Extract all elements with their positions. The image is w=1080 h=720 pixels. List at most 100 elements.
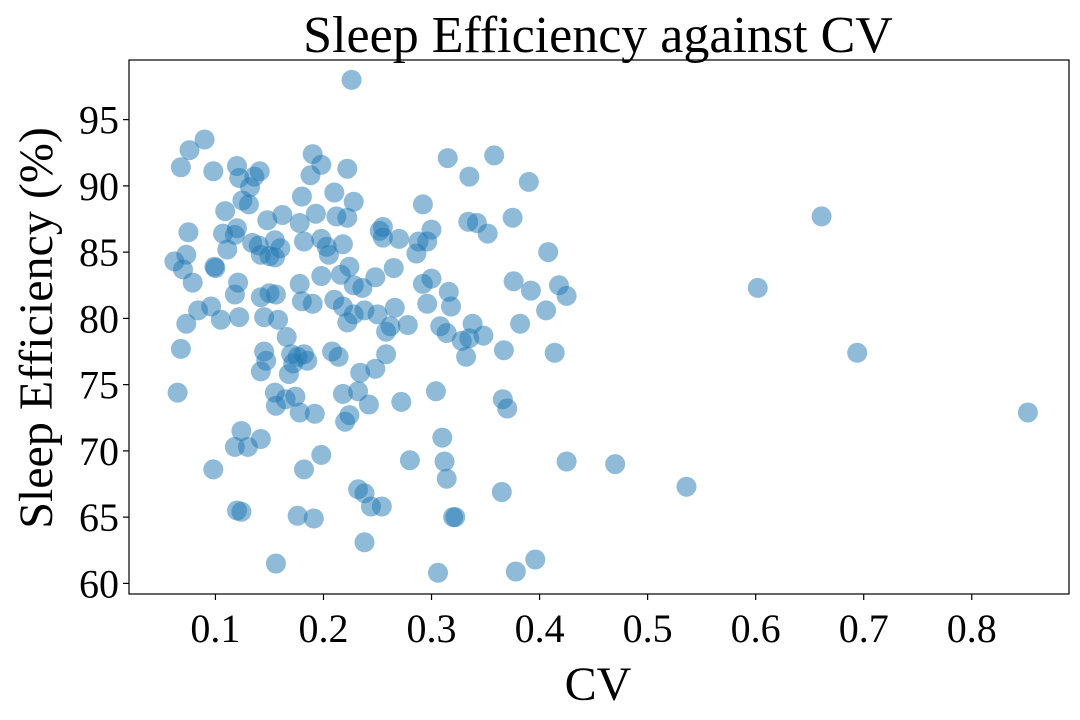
- data-point: [205, 258, 226, 278]
- data-point: [417, 293, 438, 314]
- data-point: [326, 206, 347, 227]
- data-point: [305, 203, 326, 224]
- data-point: [337, 312, 358, 333]
- data-point: [257, 210, 278, 231]
- data-point: [324, 182, 345, 203]
- data-point: [278, 364, 299, 384]
- data-point: [265, 395, 286, 416]
- data-point: [412, 194, 433, 215]
- data-point: [1017, 402, 1038, 423]
- data-point: [170, 157, 191, 178]
- data-point: [428, 562, 448, 583]
- data-point: [224, 284, 245, 305]
- data-point: [341, 69, 362, 90]
- y-axis-label: Sleep Efficiency (%): [10, 127, 63, 529]
- data-point: [491, 482, 512, 502]
- y-tick-label: 90: [79, 164, 119, 209]
- data-point: [268, 309, 289, 330]
- x-tick-label: 0.8: [947, 606, 997, 651]
- data-point: [337, 158, 358, 179]
- x-tick-label: 0.6: [731, 606, 781, 651]
- data-point: [438, 281, 459, 302]
- data-point: [297, 350, 318, 371]
- data-point: [264, 247, 285, 268]
- data-point: [339, 405, 360, 426]
- data-point: [399, 450, 420, 471]
- data-point: [332, 383, 353, 404]
- data-point: [328, 346, 349, 367]
- data-point: [436, 323, 457, 343]
- points-layer: [164, 69, 1038, 583]
- data-point: [302, 293, 323, 314]
- data-point: [176, 313, 197, 334]
- x-tick-label: 0.1: [190, 606, 240, 651]
- data-point: [294, 459, 314, 480]
- y-tick-label: 95: [79, 98, 119, 143]
- y-tick-label: 80: [79, 296, 119, 341]
- data-point: [456, 346, 477, 367]
- data-point: [178, 222, 199, 243]
- data-point: [425, 381, 446, 402]
- data-point: [502, 207, 523, 228]
- data-point: [365, 267, 386, 288]
- data-point: [358, 394, 379, 415]
- data-point: [493, 340, 514, 361]
- data-point: [350, 362, 371, 383]
- data-point: [505, 561, 526, 582]
- chart-title: Sleep Efficiency against CV: [303, 7, 893, 64]
- data-point: [371, 496, 392, 517]
- data-point: [231, 501, 252, 522]
- data-point: [497, 398, 518, 419]
- data-point: [432, 427, 453, 448]
- data-point: [518, 171, 539, 192]
- data-point: [231, 421, 252, 441]
- data-point: [265, 284, 286, 305]
- data-point: [289, 402, 310, 423]
- y-tick-label: 60: [79, 561, 119, 606]
- data-point: [605, 454, 626, 475]
- data-point: [229, 307, 250, 328]
- data-point: [250, 361, 271, 382]
- data-point: [318, 244, 339, 265]
- y-tick-label: 75: [79, 363, 119, 408]
- data-point: [556, 285, 577, 306]
- x-tick-label: 0.3: [407, 606, 457, 651]
- data-point: [525, 549, 546, 570]
- data-point: [237, 436, 258, 457]
- data-point: [217, 239, 238, 260]
- data-point: [477, 223, 498, 244]
- x-tick-label: 0.7: [839, 606, 889, 651]
- data-point: [441, 296, 461, 317]
- data-point: [203, 161, 224, 182]
- plot-frame: [128, 59, 1070, 595]
- data-point: [311, 444, 332, 465]
- data-point: [367, 304, 388, 325]
- data-point: [437, 148, 458, 169]
- data-point: [354, 532, 375, 553]
- data-point: [538, 242, 559, 263]
- data-point: [343, 191, 364, 212]
- data-point: [210, 309, 231, 330]
- data-point: [811, 206, 832, 227]
- data-point: [520, 280, 541, 301]
- x-tick-label: 0.4: [515, 606, 565, 651]
- data-point: [348, 381, 369, 402]
- data-point: [285, 386, 306, 407]
- data-point: [556, 451, 577, 472]
- data-point: [397, 315, 418, 335]
- data-point: [311, 266, 332, 286]
- x-axis-label: CV: [565, 658, 632, 711]
- data-point: [473, 325, 494, 346]
- data-point: [436, 468, 457, 489]
- data-point: [536, 300, 557, 321]
- data-point: [434, 451, 455, 472]
- data-point: [294, 231, 314, 252]
- data-point: [747, 277, 768, 298]
- data-point: [170, 338, 191, 359]
- data-point: [510, 313, 531, 334]
- data-point: [287, 505, 308, 526]
- data-point: [676, 476, 697, 497]
- y-tick-label: 85: [79, 230, 119, 275]
- y-tick-label: 70: [79, 429, 119, 474]
